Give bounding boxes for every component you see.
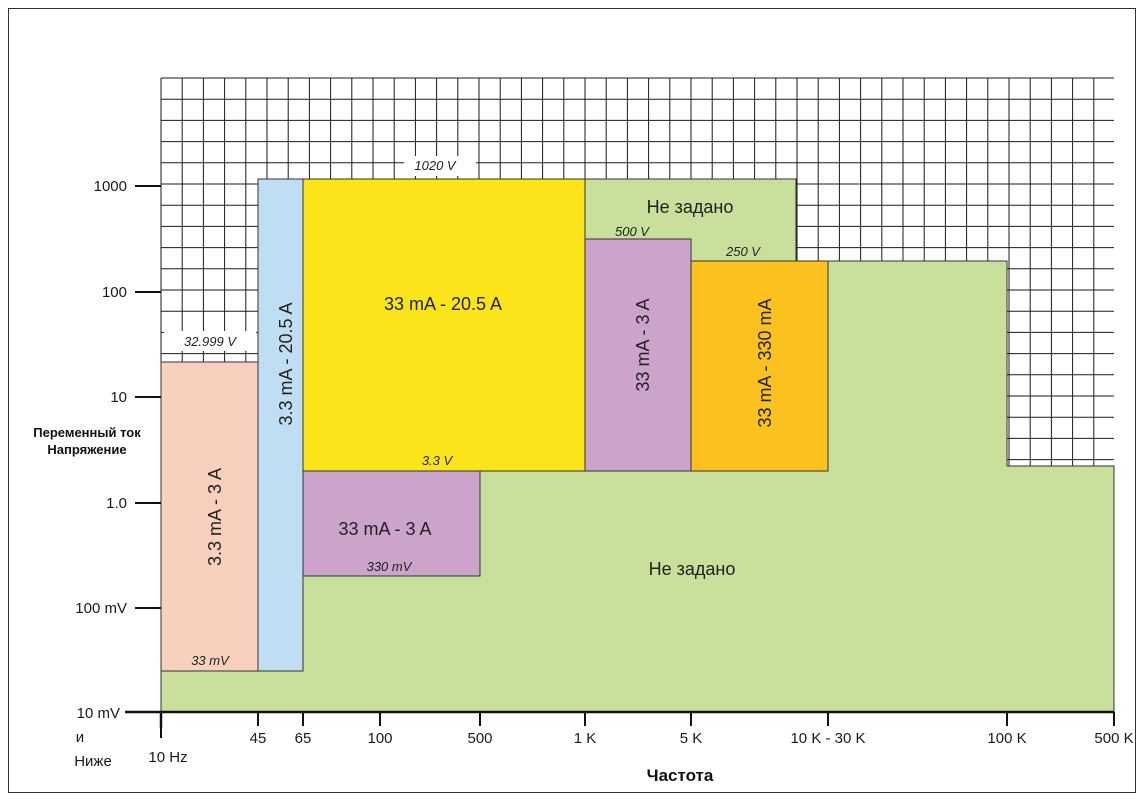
y-bottom-label-line3: Ниже [74, 753, 112, 770]
annotation-label: 33 mV [191, 653, 230, 668]
figure-frame [8, 8, 1136, 793]
region-label-yellow-33mA-20.5A: 33 mA - 20.5 A [384, 294, 502, 314]
annotation-label: 330 mV [367, 559, 413, 574]
x-tick-label: 1 K [574, 730, 597, 747]
region-label-unspecified-top: Не задано [647, 197, 734, 217]
region-label-salmon-3.3mA-3A: 3.3 mA - 3 A [205, 468, 225, 566]
annotation-label: 32.999 V [184, 334, 237, 349]
x-tick-label: 500 [467, 730, 492, 747]
annotation-label: 3.3 V [422, 453, 454, 468]
region-salmon [160, 361, 259, 672]
x-tick-label: 100 K [987, 730, 1026, 747]
region-label-purple-33mA-3A-high: 33 mA - 3 A [633, 298, 653, 391]
annotation-label: 500 V [615, 224, 650, 239]
region-blue [257, 178, 304, 672]
x-axis-ticks: 45 65 100 500 1 K 5 K 10 K - 30 K 100 K 500 K [160, 712, 1134, 747]
y-axis-ticks: 1000 100 10 1.0 100 mV [75, 178, 161, 617]
y-tick-label: 1.0 [106, 495, 127, 512]
y-tick-label: 100 mV [75, 600, 127, 617]
y-tick-label: 100 [102, 284, 127, 301]
annotation-label: 1020 V [414, 158, 457, 173]
y-tick-label: 1000 [94, 178, 127, 195]
x-tick-label: 65 [295, 730, 312, 747]
region-labels: Не задано Не задано 3.3 mA - 3 A 3.3 mA - 2… [205, 197, 775, 579]
region-label-orange-33mA-330mA: 33 mA - 330 mA [755, 298, 775, 427]
y-axis-label-line1: Переменный ток [33, 425, 141, 440]
x-tick-label: 10 K - 30 K [790, 730, 865, 747]
region-orange [690, 260, 829, 472]
region-purple-low [302, 470, 481, 577]
region-label-blue-3.3mA-20.5A: 3.3 mA - 20.5 A [276, 302, 296, 425]
annotations: 1020 V 32.999 V 500 V 250 V 3.3 V 330 mV 33 mV [164, 156, 761, 668]
chart-axes [125, 710, 1114, 728]
region-label-purple-33mA-3A-low: 33 mA - 3 A [338, 519, 431, 539]
x-tick-label: 500 K [1094, 730, 1133, 747]
chart-regions [160, 178, 1115, 713]
annotation-bg [164, 331, 256, 351]
y-axis-label-line2: Напряжение [47, 442, 126, 457]
x-tick-label: 5 K [680, 730, 703, 747]
x-tick-label: 45 [250, 730, 267, 747]
y-bottom-label-line2: и [76, 729, 84, 746]
y-bottom-label-line1: 10 mV [77, 705, 120, 722]
region-purple-high [584, 238, 692, 472]
region-label-unspecified-bottom: Не задано [649, 559, 736, 579]
y-tick-label: 10 [110, 389, 127, 406]
x-first-label: 10 Hz [148, 749, 187, 766]
annotation-bg [404, 156, 476, 176]
annotation-label: 250 V [725, 244, 761, 259]
x-tick-label: 100 [367, 730, 392, 747]
region-yellow [302, 178, 586, 472]
x-axis-title: Частота [647, 766, 714, 785]
